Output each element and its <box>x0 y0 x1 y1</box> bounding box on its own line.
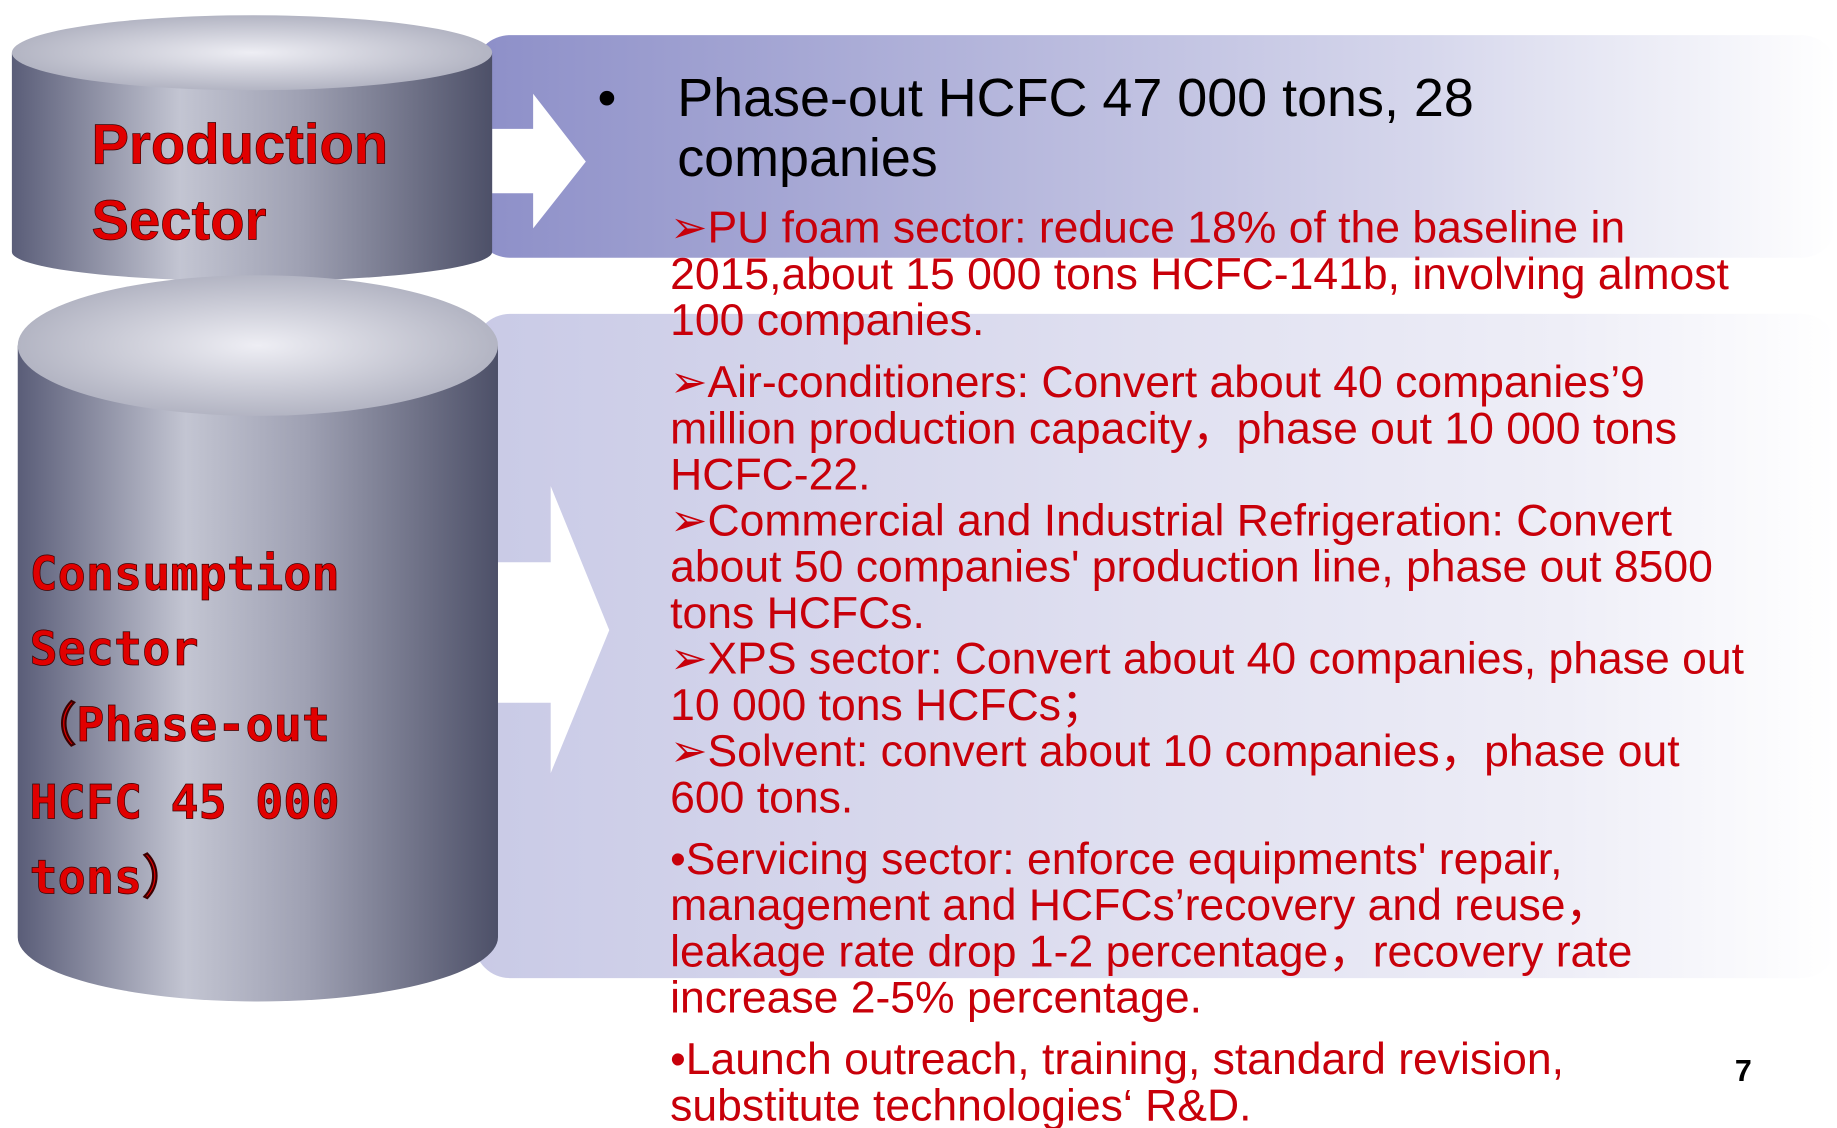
item-text: ➢Solvent: convert about 10 companies，pha… <box>670 727 1680 776</box>
item-text: 100 companies. <box>670 296 984 345</box>
item-text: 2015,about 15 000 tons HCFC-141b, involv… <box>670 250 1729 299</box>
item-text: million production capacity，phase out 10… <box>670 404 1677 453</box>
item-text: •Servicing sector: enforce equipments' r… <box>670 835 1562 884</box>
slide: • 7 Production Sector Consumption Sector （Ph… <box>0 0 1837 1128</box>
item-text: leakage rate drop 1-2 percentage，recover… <box>670 927 1632 976</box>
item-text: ➢Air-conditioners: Convert about 40 comp… <box>670 358 1645 407</box>
item-text: about 50 companies' production line, pha… <box>670 543 1713 592</box>
item-text: ➢Commercial and Industrial Refrigeration… <box>670 496 1672 545</box>
item-text: •Launch outreach, training, standard rev… <box>670 1035 1564 1084</box>
item-text: ➢PU foam sector: reduce 18% of the basel… <box>670 204 1625 253</box>
item-text: ➢XPS sector: Convert about 40 companies,… <box>670 635 1744 684</box>
sector-label: Consumption <box>29 548 339 602</box>
headline: companies <box>677 128 938 188</box>
sector-label: Sector <box>92 189 267 252</box>
page-number: 7 <box>1735 1054 1752 1088</box>
item-text: management and HCFCs’recovery and reuse， <box>670 881 1610 930</box>
item-text: HCFC-22. <box>670 451 870 500</box>
item-text: tons HCFCs. <box>670 589 925 638</box>
sector-label: Production <box>92 113 389 176</box>
sector-label: Sector <box>29 623 198 677</box>
item-text: 10 000 tons HCFCs； <box>670 681 1105 730</box>
sector-label: tons） <box>29 851 189 905</box>
page: • 7 Production Sector Consumption Sector （Ph… <box>0 0 1837 1128</box>
bullet: • <box>598 68 617 128</box>
item-text: increase 2-5% percentage. <box>670 974 1202 1023</box>
headline: Phase-out HCFC 47 000 tons, 28 <box>677 68 1474 128</box>
sector-label: HCFC 45 000 <box>29 776 339 830</box>
sector-label: （Phase-out <box>29 699 330 753</box>
item-text: 600 tons. <box>670 773 853 822</box>
item-text: substitute technologies‘ R&D. <box>670 1081 1251 1128</box>
